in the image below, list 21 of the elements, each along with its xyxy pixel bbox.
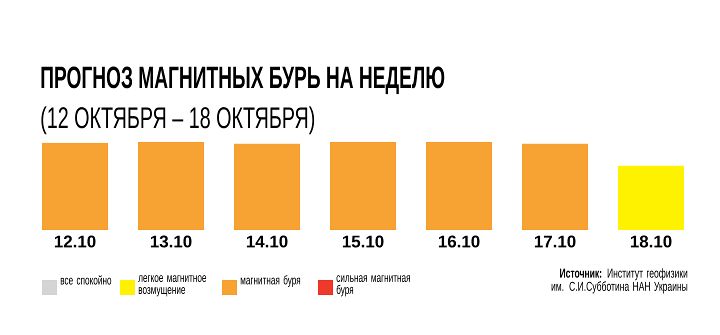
bar (618, 166, 684, 230)
text: Источник: Институт геофизики им. С.И.Субботина НАН Украины (552, 268, 688, 294)
legend-label: сильная магнитная буря (336, 275, 410, 296)
bar (234, 144, 300, 230)
legend-label: легкое магнитное возмущение (138, 275, 206, 296)
x-tick-label: 13.10 (150, 236, 192, 248)
x-tick-label: 14.10 (246, 236, 288, 248)
legend-label: все спокойно (60, 275, 112, 285)
chart-title: ПРОГНОЗ МАГНИТНЫХ БУРЬ НА НЕДЕЛЮ (41, 66, 444, 94)
bar (426, 142, 492, 230)
chart-subtitle: (12 ОКТЯБРЯ – 18 ОКТЯБРЯ) (41, 106, 314, 134)
bar (330, 142, 396, 230)
x-tick-label: 15.10 (342, 236, 384, 248)
bar (522, 144, 588, 230)
bar (138, 142, 204, 230)
x-tick-label: 16.10 (438, 236, 480, 248)
x-tick-label: 12.10 (54, 236, 96, 248)
x-tick-label: 17.10 (534, 236, 576, 248)
bar (42, 142, 108, 230)
x-tick-label: 18.10 (630, 236, 672, 248)
legend-label: магнитная буря (240, 275, 300, 287)
